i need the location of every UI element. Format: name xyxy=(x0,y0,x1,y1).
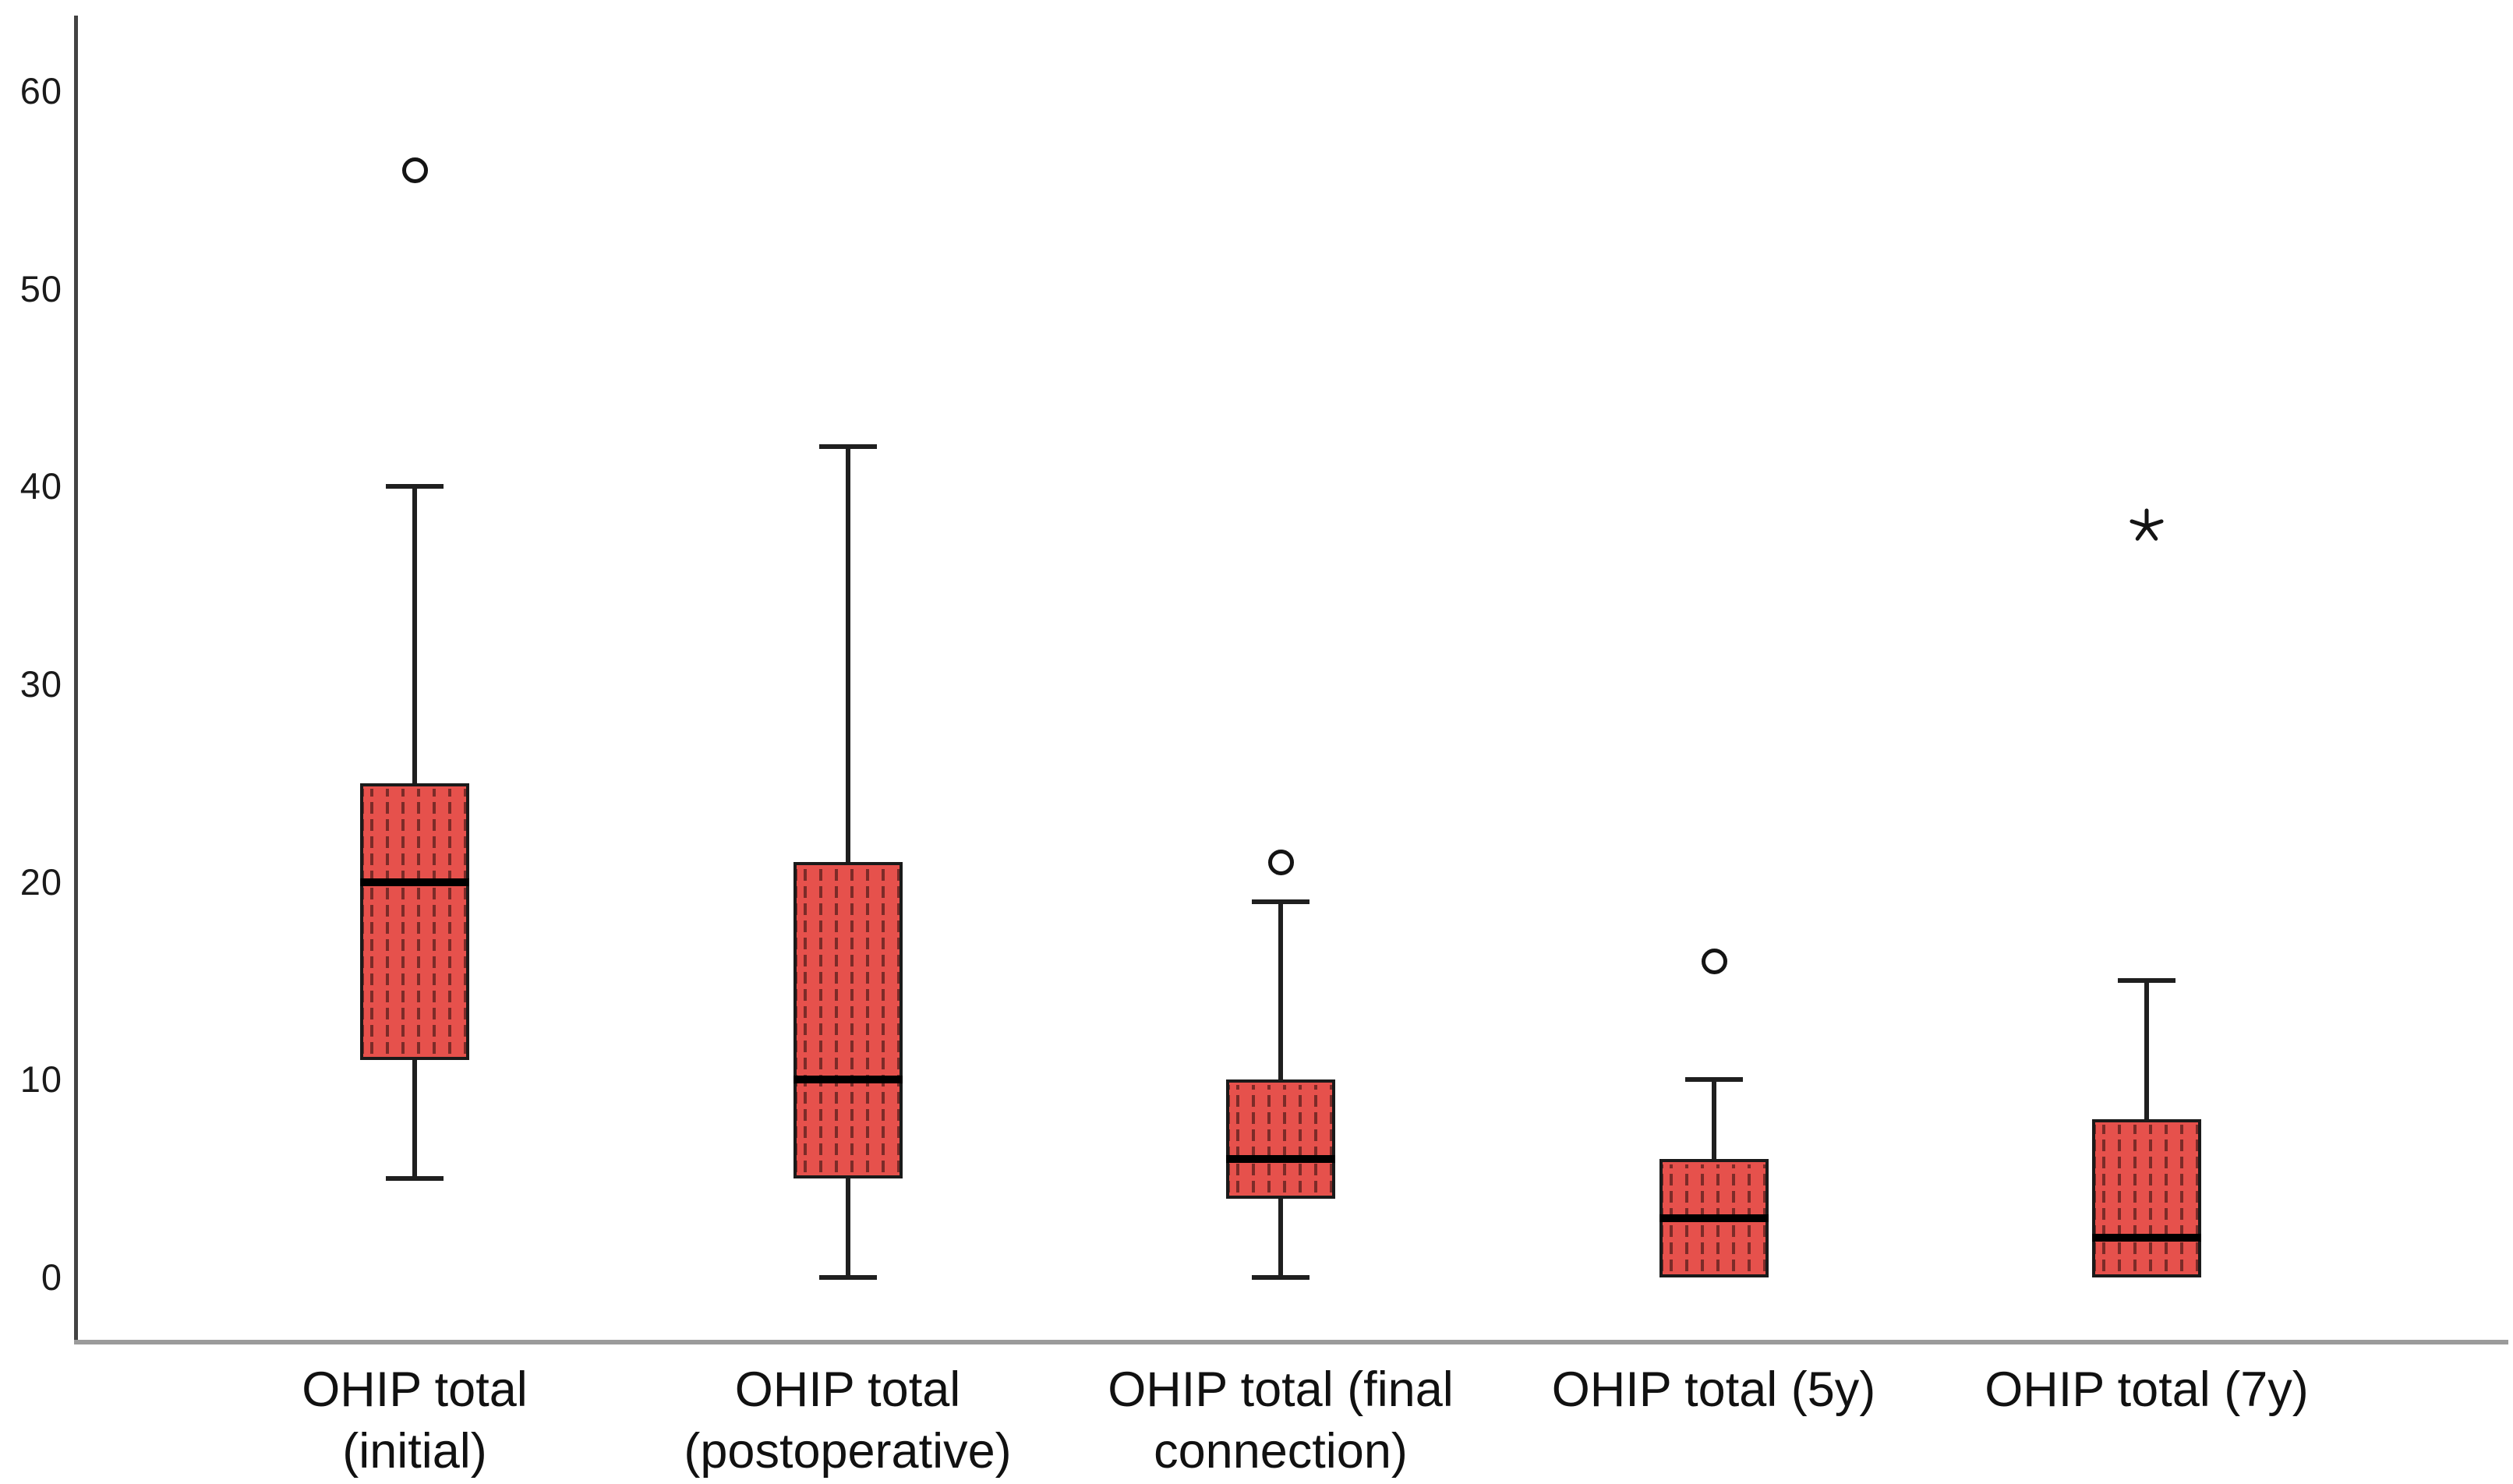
category-label: OHIP total (7y) xyxy=(1897,1359,2396,1421)
category-label-line: OHIP total xyxy=(734,1362,961,1417)
category-label: OHIP total (postoperative) xyxy=(599,1359,1097,1482)
median-line xyxy=(360,878,469,886)
upper-whisker-cap xyxy=(1252,899,1310,904)
lower-whisker-cap xyxy=(386,1176,444,1182)
upper-whisker-line xyxy=(845,447,850,863)
box-rect xyxy=(1226,1079,1335,1199)
upper-whisker-cap xyxy=(386,484,444,489)
upper-whisker-cap xyxy=(1684,1077,1743,1083)
y-tick-label: 30 xyxy=(19,662,62,705)
category-label-line: (initial) xyxy=(342,1424,487,1479)
category-label: OHIP total (5y) xyxy=(1465,1359,1963,1421)
category-label-line: OHIP total (7y) xyxy=(1985,1362,2309,1417)
outlier-circle xyxy=(1268,850,1294,876)
lower-whisker-cap xyxy=(1252,1275,1310,1280)
lower-whisker-line xyxy=(845,1178,850,1277)
y-tick-label: 0 xyxy=(41,1256,62,1298)
y-tick-label: 60 xyxy=(19,69,62,111)
category-label: OHIP total (final connection) xyxy=(1031,1359,1530,1482)
upper-whisker-cap xyxy=(2118,978,2175,984)
outlier-star xyxy=(2130,508,2164,541)
category-label-line: connection) xyxy=(1154,1424,1408,1479)
category-label-line: (postoperative) xyxy=(684,1424,1012,1479)
category-label-line: OHIP total (final xyxy=(1108,1362,1454,1417)
y-tick-label: 40 xyxy=(19,465,62,507)
outlier-circle xyxy=(1701,949,1727,975)
category-label-line: OHIP total (5y) xyxy=(1551,1362,1876,1417)
lower-whisker-cap xyxy=(818,1275,877,1280)
median-line xyxy=(2092,1234,2201,1242)
median-line xyxy=(1659,1214,1769,1222)
y-tick-label: 50 xyxy=(19,267,62,309)
box-rect xyxy=(2092,1119,2201,1277)
y-tick-label: 10 xyxy=(19,1058,62,1101)
median-line xyxy=(1226,1154,1335,1163)
lower-whisker-line xyxy=(1278,1198,1283,1277)
upper-whisker-line xyxy=(1278,901,1283,1080)
upper-whisker-line xyxy=(412,486,417,783)
upper-whisker-cap xyxy=(818,444,877,450)
upper-whisker-line xyxy=(1711,1079,1716,1159)
upper-whisker-line xyxy=(2144,980,2149,1120)
y-tick-label: 20 xyxy=(19,860,62,903)
x-axis-line xyxy=(74,1340,2508,1344)
outlier-circle xyxy=(402,157,428,184)
category-label-line: OHIP total xyxy=(302,1362,528,1417)
box-rect xyxy=(793,862,903,1179)
box-rect xyxy=(360,783,469,1060)
category-label: OHIP total (initial) xyxy=(165,1359,664,1482)
y-axis-line xyxy=(74,16,78,1342)
median-line xyxy=(793,1076,903,1084)
lower-whisker-line xyxy=(412,1059,417,1179)
